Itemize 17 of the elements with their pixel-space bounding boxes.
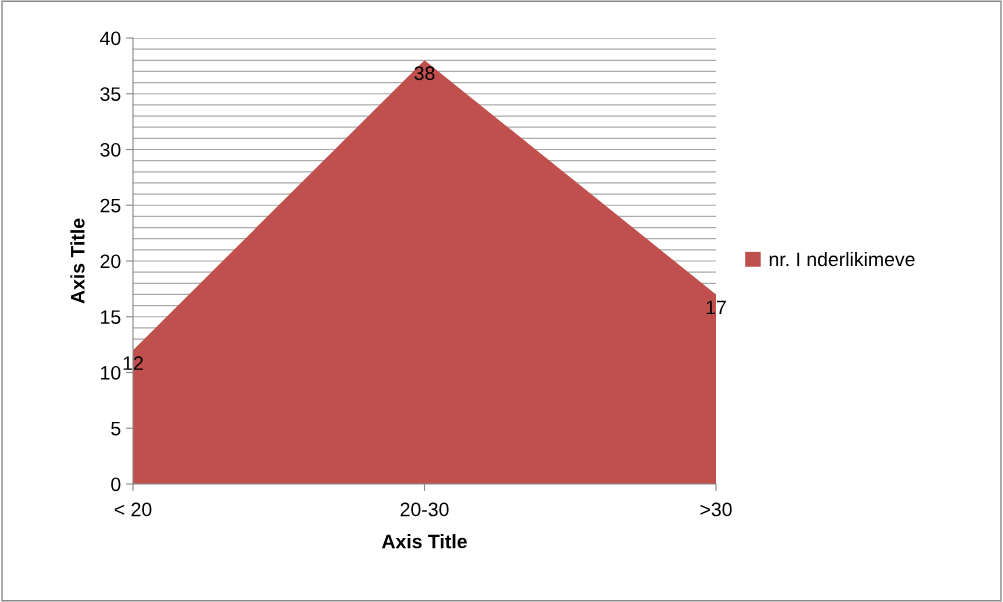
data-label: 17 — [706, 300, 726, 315]
y-tick-label: 0 — [111, 477, 121, 492]
y-tick-label: 5 — [111, 421, 121, 436]
x-tick-label: < 20 — [114, 502, 152, 517]
data-label: 38 — [414, 66, 435, 81]
y-tick-label: 20 — [100, 254, 121, 269]
x-tick-label: >30 — [700, 502, 732, 517]
y-tick-label: 25 — [100, 198, 121, 213]
y-tick-label: 40 — [100, 31, 121, 46]
y-tick-label: 35 — [100, 87, 121, 101]
x-axis-title: Axis Title — [381, 534, 467, 549]
y-tick-label: 30 — [100, 142, 121, 157]
y-axis-title: Axis Title — [70, 218, 85, 304]
y-tick-label: 10 — [101, 365, 121, 380]
x-tick-label: 20-30 — [400, 502, 449, 517]
y-tick-label: 15 — [101, 310, 121, 324]
legend-label: nr. I nderlikimeve — [769, 251, 915, 267]
